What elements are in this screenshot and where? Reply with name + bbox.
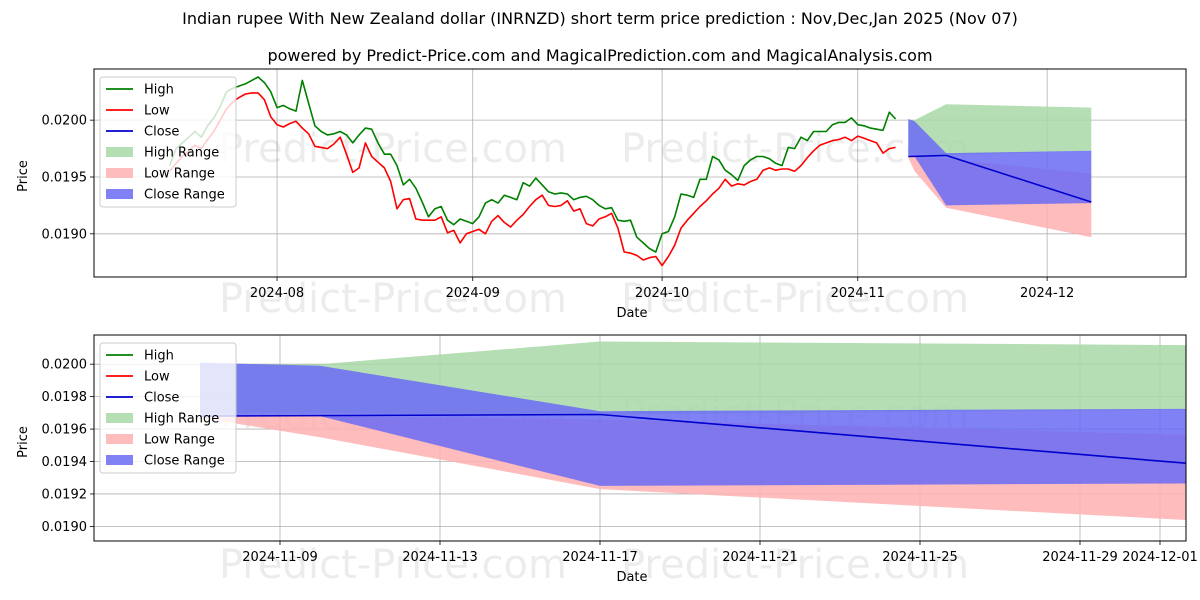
legend-label: Low Range [144, 167, 215, 182]
legend-label: Close [144, 391, 179, 406]
legend-label: Close Range [144, 454, 225, 469]
chart-panel-1: Predict-Price.com Predict-Price.com Predic… [16, 68, 1187, 322]
x-tick-label: 2024-12 [1020, 286, 1074, 301]
legend-swatch-high-range [106, 413, 133, 423]
x-tick-label: 2024-11-29 [1042, 550, 1118, 565]
legend: High Low Close High Range Low Range Close Ran… [99, 342, 237, 474]
legend-label: Close Range [144, 188, 225, 203]
x-tick-label: 2024-11-21 [722, 550, 798, 565]
y-axis-label: Price [16, 426, 31, 458]
legend-label: Low [144, 104, 170, 119]
y-tick-label: 0.0198 [42, 390, 88, 405]
y-tick-label: 0.0200 [42, 114, 88, 129]
chart-title: Indian rupee With New Zealand dollar (IN… [182, 9, 1018, 28]
legend-swatch-high-range [106, 147, 133, 157]
x-tick-label: 2024-11-13 [402, 550, 478, 565]
legend-label: Low [144, 370, 170, 385]
series-close [199, 413, 1186, 465]
legend-box [99, 76, 237, 208]
legend-swatch-low-range [106, 168, 133, 178]
legend-label: High Range [144, 146, 219, 161]
plot-frame [93, 334, 1187, 542]
range-high-range [908, 104, 1092, 156]
legend-label: Low Range [144, 433, 215, 448]
x-tick-label: 2024-11-17 [562, 550, 638, 565]
x-tick-label: 2024-11 [831, 286, 885, 301]
legend-label: High [144, 349, 174, 364]
watermark: Predict-Price.com [219, 276, 567, 322]
watermark: Predict-Price.com [621, 542, 969, 588]
y-tick-label: 0.0190 [42, 227, 88, 242]
range-close-range [908, 119, 1092, 206]
y-axis-label: Price [16, 160, 31, 192]
y-tick-label: 0.0192 [42, 487, 88, 502]
legend-label: Close [144, 125, 179, 140]
series-high [168, 76, 897, 253]
x-tick-label: 2024-09 [446, 286, 500, 301]
legend-swatch-close-range [106, 455, 133, 465]
y-tick-label: 0.0195 [42, 170, 88, 185]
legend-box [99, 342, 237, 474]
series-low [169, 92, 896, 267]
legend-label: High [144, 83, 174, 98]
legend-swatch-low-range [106, 434, 133, 444]
plot-area [168, 76, 1092, 267]
plot-area [199, 341, 1186, 521]
x-axis-label: Date [616, 306, 647, 321]
x-tick-label: 2024-12-01 [1122, 550, 1198, 565]
range-close-range [200, 362, 1186, 486]
x-axis-label: Date [616, 570, 647, 585]
chart-subtitle: powered by Predict-Price.com and Magical… [267, 46, 933, 65]
series-close [908, 154, 1092, 203]
x-tick-label: 2024-11-09 [242, 550, 318, 565]
watermark: Predict-Price.com [219, 126, 567, 172]
y-tick-label: 0.0196 [42, 423, 88, 438]
y-tick-label: 0.0190 [42, 520, 88, 535]
plot-frame [93, 68, 1187, 278]
y-tick-label: 0.0194 [42, 455, 88, 470]
y-tick-label: 0.0200 [42, 358, 88, 373]
watermark: Predict-Price.com [621, 276, 969, 322]
x-tick-label: 2024-11-25 [882, 550, 958, 565]
legend-swatch-close-range [106, 189, 133, 199]
watermark: Predict-Price.com [219, 542, 567, 588]
x-tick-label: 2024-10 [635, 286, 689, 301]
legend: High Low Close High Range Low Range Close Ran… [99, 76, 237, 208]
legend-label: High Range [144, 412, 219, 427]
chart-panel-2: Predict-Price.comPredict-Price.comPredic… [16, 334, 1198, 588]
x-tick-label: 2024-08 [250, 286, 304, 301]
